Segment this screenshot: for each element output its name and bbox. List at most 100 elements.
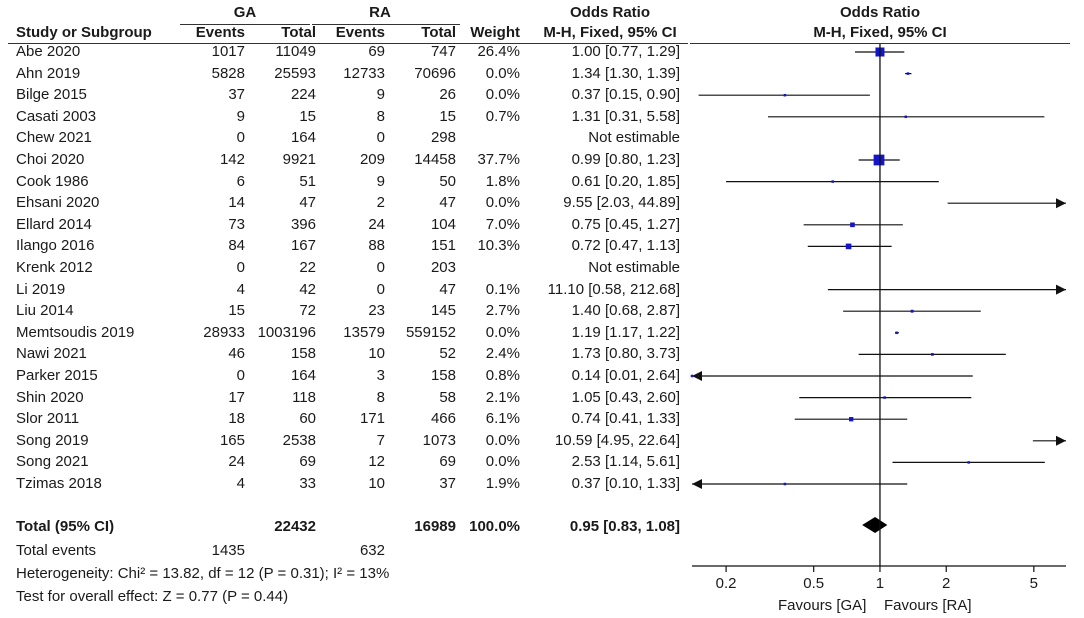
odds-ratio-ci: 1.05 [0.43, 2.60] (571, 388, 680, 406)
ra-events: 8 (376, 388, 385, 406)
ra-events: 9 (376, 86, 385, 104)
ra-events: 10 (368, 475, 385, 492)
ra-events: 7 (376, 431, 385, 449)
ra-total: 47 (439, 280, 456, 298)
weight: 0.0% (485, 431, 520, 449)
ga-events: 28933 (203, 323, 245, 341)
odds-ratio-ci: 0.72 [0.47, 1.13] (571, 237, 680, 255)
ra-total: 1073 (422, 431, 456, 449)
ra-total: 151 (430, 237, 456, 255)
ra-total: 58 (439, 388, 456, 406)
ga-events: 165 (219, 431, 245, 449)
ga-events: 17 (228, 388, 245, 406)
or-method-header: M-H, Fixed, 95% CI (543, 24, 677, 41)
study-square (895, 331, 898, 335)
axis-tick-label: 1 (875, 575, 885, 592)
ra-group-header: RA (369, 4, 391, 21)
weight: 10.3% (477, 237, 520, 255)
weight: 37.7% (477, 151, 520, 168)
study-square (873, 154, 885, 166)
forest-plot-marks (690, 47, 1066, 533)
ga-total: 60 (299, 410, 316, 428)
ga-total: 51 (299, 172, 316, 190)
ra-total: 47 (439, 194, 456, 212)
odds-ratio-ci: 1.00 [0.77, 1.29] (571, 43, 680, 60)
study-name: Ehsani 2020 (16, 194, 100, 212)
ga-header-rule (180, 24, 310, 25)
total-events-label: Total events (16, 542, 97, 559)
ga-total: 11049 (275, 43, 316, 60)
odds-ratio-ci: 0.75 [0.45, 1.27] (571, 215, 680, 233)
ga-total: 42 (299, 280, 316, 298)
total-ra-total: 16989 (414, 518, 456, 535)
study-name: Chew 2021 (16, 129, 92, 147)
total-events-ga: 1435 (211, 542, 245, 559)
odds-ratio-ci: 0.99 [0.80, 1.23] (571, 151, 680, 168)
study-name: Bilge 2015 (16, 86, 87, 104)
ga-total: 158 (290, 345, 316, 363)
study-name: Li 2019 (16, 280, 66, 298)
odds-ratio-ci: 1.40 [0.68, 2.87] (571, 302, 680, 320)
ra-total: 158 (430, 367, 456, 384)
ga-events: 6 (236, 172, 245, 190)
ga-events: 0 (236, 259, 245, 276)
ga-events: 142 (219, 151, 245, 168)
ga-events: 73 (228, 215, 245, 233)
weight: 0.0% (485, 194, 520, 212)
ga-total: 69 (299, 453, 316, 471)
ga-total: 25593 (274, 64, 316, 82)
ra-events: 2 (376, 194, 385, 212)
ga-events: 0 (236, 367, 245, 384)
study-name: Cook 1986 (16, 172, 89, 190)
ga-total: 47 (299, 194, 316, 212)
plot-method-header: M-H, Fixed, 95% CI (813, 24, 947, 41)
ga-total: 118 (292, 388, 316, 406)
study-name: Parker 2015 (16, 367, 98, 384)
study-square (883, 396, 886, 399)
study-square (906, 72, 910, 75)
ra-total: 70696 (414, 64, 456, 82)
ra-total: 69 (439, 453, 456, 471)
study-square (910, 309, 914, 313)
weight: 7.0% (485, 215, 520, 233)
study-square (783, 93, 787, 97)
ra-total: 50 (439, 172, 456, 190)
ra-events: 88 (368, 237, 385, 255)
weight: 2.1% (485, 388, 520, 406)
odds-ratio-ci: 0.61 [0.20, 1.85] (571, 172, 680, 190)
ra-events: 69 (368, 43, 385, 60)
ra-total-header: Total (421, 24, 456, 41)
ra-total: 298 (430, 129, 456, 147)
study-name: Liu 2014 (16, 302, 74, 320)
ra-events: 3 (376, 367, 385, 384)
total-weight: 100.0% (469, 518, 520, 535)
ci-arrow-left (692, 371, 702, 381)
study-square (904, 115, 908, 119)
study-name: Memtsoudis 2019 (16, 323, 135, 341)
total-label: Total (95% CI) (16, 518, 115, 535)
weight: 0.0% (485, 86, 520, 104)
table-header-rule (8, 43, 688, 44)
ra-events-header: Events (335, 24, 385, 41)
axis-tick-label: 2 (942, 575, 951, 592)
study-name: Choi 2020 (16, 151, 85, 168)
weight: 0.1% (485, 280, 520, 298)
ra-events: 10 (368, 345, 385, 363)
ga-events: 37 (228, 86, 245, 104)
axis-tick-label: 5 (1029, 575, 1038, 592)
study-square (831, 180, 834, 183)
study-square (690, 374, 694, 378)
ga-events: 84 (228, 237, 245, 255)
ra-total: 37 (439, 475, 456, 492)
ga-group-header: GA (233, 4, 257, 21)
ga-events: 4 (236, 280, 245, 298)
ra-total: 747 (430, 43, 456, 60)
ra-events: 12733 (343, 64, 385, 82)
ra-events: 12 (368, 453, 385, 471)
forest-plot-axis (692, 44, 1066, 572)
ra-events: 9 (376, 172, 385, 190)
ga-total: 167 (290, 237, 316, 255)
ci-arrow-right (1056, 198, 1066, 209)
ra-total: 14458 (414, 151, 456, 168)
study-name: Krenk 2012 (16, 259, 93, 276)
